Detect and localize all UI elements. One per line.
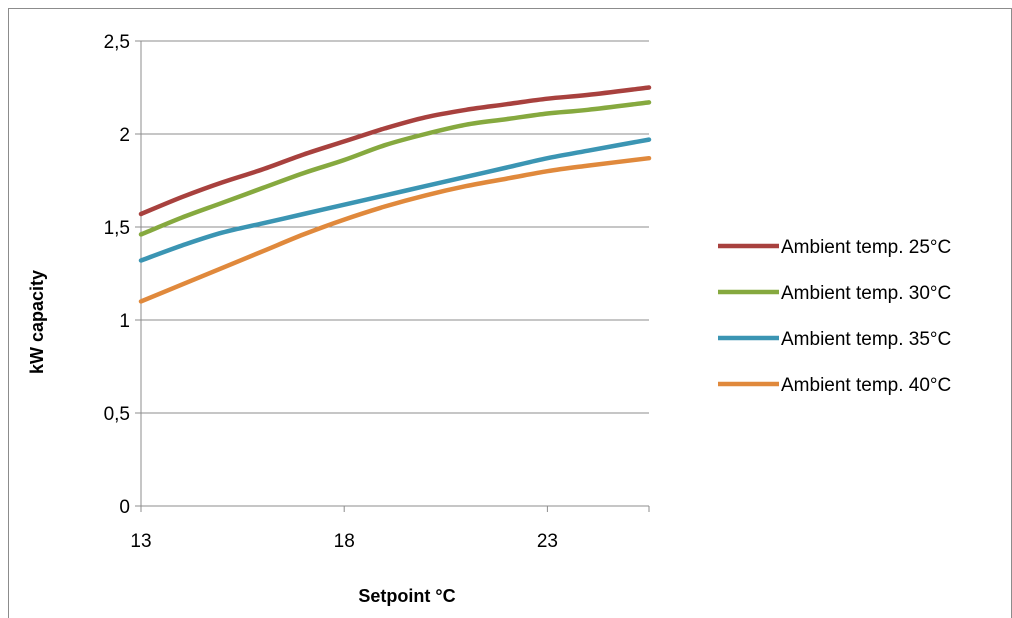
series-line-1 <box>138 85 652 217</box>
series-line-4 <box>138 155 652 304</box>
y-tick-label: 2,5 <box>104 32 130 53</box>
x-tick-label: 13 <box>130 531 151 552</box>
y-tick-label: 0 <box>119 497 130 518</box>
legend-label: Ambient temp. 30°C <box>781 283 951 304</box>
x-tick-label: 18 <box>334 531 355 552</box>
y-tick-label: 1 <box>119 311 130 332</box>
legend-item: Ambient temp. 40°C <box>718 375 951 396</box>
series-line-3 <box>138 137 652 263</box>
y-axis-title: kW capacity <box>27 270 47 374</box>
series-lines <box>138 85 652 304</box>
legend-label: Ambient temp. 35°C <box>781 329 951 350</box>
legend-item: Ambient temp. 30°C <box>718 283 951 304</box>
legend: Ambient temp. 25°C Ambient temp. 30°C Ambi… <box>718 237 951 396</box>
series-line-2 <box>138 100 652 237</box>
x-axis-title: Setpoint °C <box>358 586 455 606</box>
chart-frame <box>8 8 1012 618</box>
tick-labels: 0 0,5 1 1,5 2 2,5 13 18 23 <box>104 32 558 552</box>
legend-item: Ambient temp. 25°C <box>718 237 951 258</box>
y-tick-label: 2 <box>119 125 130 146</box>
legend-item: Ambient temp. 35°C <box>718 329 951 350</box>
legend-label: Ambient temp. 25°C <box>781 237 951 258</box>
axes <box>135 40 650 512</box>
y-tick-label: 1,5 <box>104 218 130 239</box>
legend-label: Ambient temp. 40°C <box>781 375 951 396</box>
y-tick-label: 0,5 <box>104 404 130 425</box>
gridlines <box>141 40 649 414</box>
x-tick-label: 23 <box>537 531 558 552</box>
